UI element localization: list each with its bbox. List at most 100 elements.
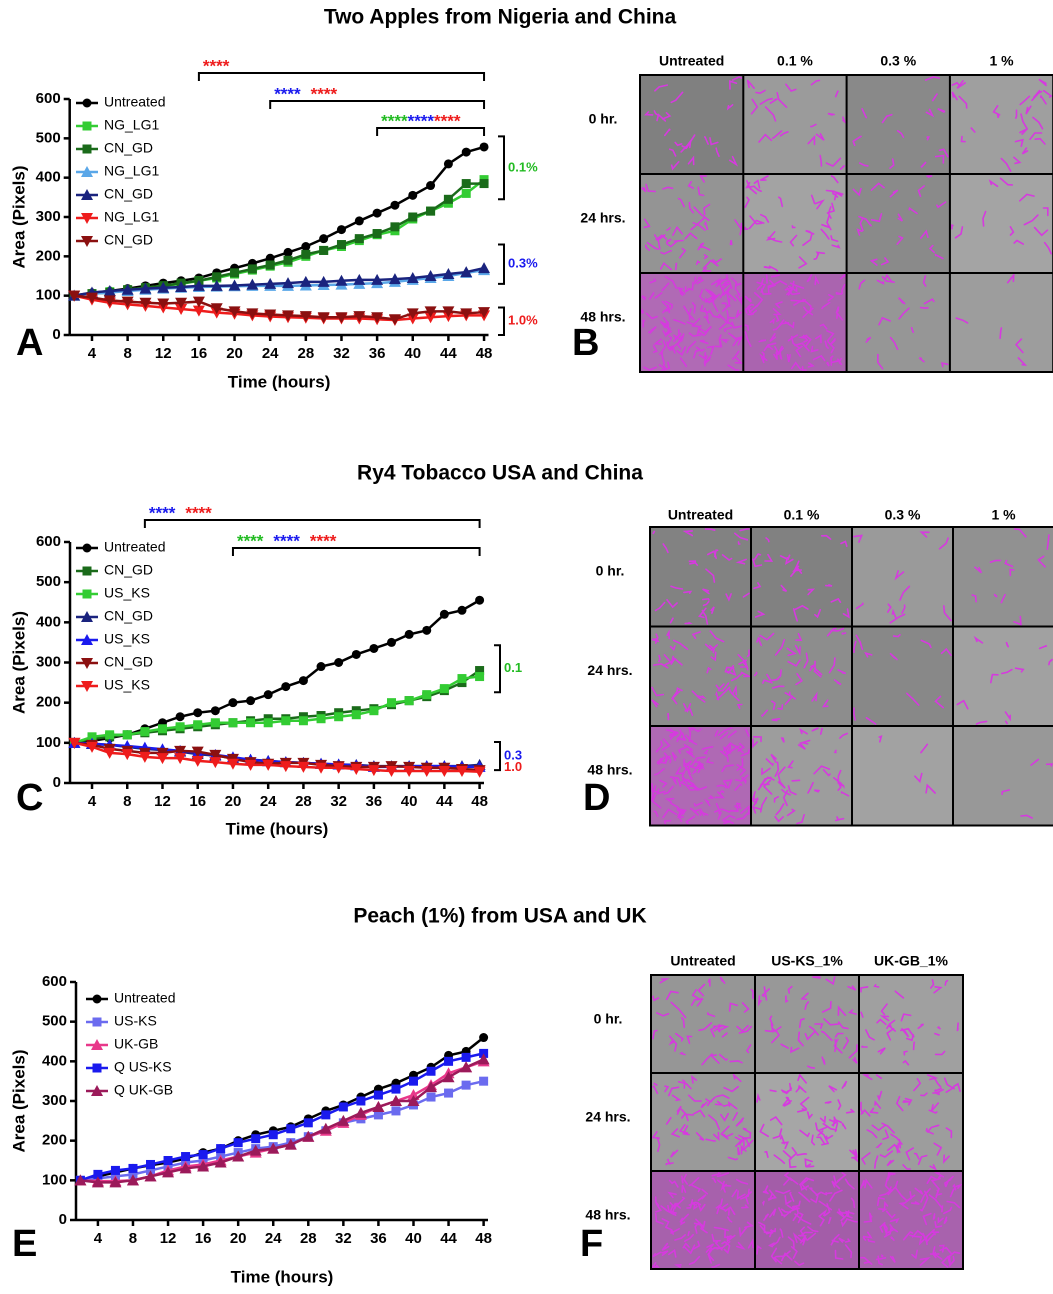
data-point	[439, 684, 449, 694]
x-tick-label: 32	[333, 345, 350, 362]
x-tick-label: 28	[295, 793, 312, 810]
y-tick-label: 500	[36, 129, 61, 146]
legend-marker	[81, 634, 93, 645]
y-tick-label: 500	[36, 573, 61, 590]
side-label: 0.1%	[508, 159, 538, 174]
x-tick-label: 32	[335, 1230, 352, 1247]
data-point	[354, 1106, 367, 1118]
data-point	[110, 1165, 120, 1175]
x-tick-label: 44	[440, 1230, 457, 1247]
data-point	[388, 273, 401, 285]
legend-marker	[92, 1063, 102, 1073]
data-point	[461, 1052, 471, 1062]
data-point	[404, 629, 414, 639]
legend-marker	[82, 543, 92, 553]
data-point	[299, 311, 312, 323]
data-point	[209, 757, 222, 769]
data-point	[175, 722, 185, 732]
data-point	[408, 190, 418, 200]
data-point	[317, 275, 330, 287]
data-point	[473, 766, 486, 778]
column-label: US-KS_1%	[771, 953, 843, 969]
data-point	[406, 308, 419, 320]
data-point	[157, 724, 167, 734]
data-point	[281, 682, 291, 692]
data-point	[175, 304, 188, 316]
x-tick-label: 40	[401, 793, 418, 810]
significance-bracket	[269, 100, 486, 109]
cells	[652, 528, 750, 625]
cells	[1001, 758, 1053, 819]
significance-stars: ****	[273, 531, 300, 550]
micrograph	[640, 75, 744, 174]
data-point	[247, 264, 257, 274]
data-point	[175, 297, 188, 309]
x-tick-label: 8	[123, 345, 131, 362]
data-point	[353, 311, 366, 323]
column-label: 0.3 %	[885, 507, 921, 523]
cell-confluence	[859, 1171, 963, 1269]
data-point	[426, 206, 436, 216]
column-label: Untreated	[659, 53, 724, 69]
data-point	[460, 266, 473, 278]
data-point	[263, 718, 273, 728]
x-axis-label: Time (hours)	[231, 1267, 334, 1286]
data-point	[319, 234, 329, 244]
data-point	[191, 755, 204, 767]
row-label: 24 hrs.	[587, 662, 632, 678]
data-point	[192, 296, 205, 308]
data-point	[334, 712, 344, 722]
data-point	[334, 658, 344, 667]
data-point	[461, 179, 471, 189]
data-point	[388, 314, 401, 326]
data-point	[475, 672, 485, 682]
chart-title: Two Apples from Nigeria and China	[324, 6, 677, 29]
x-tick-label: 48	[475, 1230, 492, 1247]
x-tick-label: 20	[230, 1230, 247, 1247]
x-tick-label: 36	[369, 345, 386, 362]
data-point	[128, 1163, 138, 1173]
data-point	[301, 242, 311, 251]
micrograph	[743, 75, 847, 174]
legend-marker	[82, 144, 92, 154]
legend-marker	[81, 213, 93, 224]
data-point	[246, 278, 259, 290]
x-tick-label: 24	[262, 345, 279, 362]
data-point	[315, 762, 328, 774]
data-point	[373, 1090, 383, 1100]
data-point	[403, 765, 416, 777]
cells	[753, 627, 847, 722]
micrograph	[650, 626, 751, 726]
side-bracket	[494, 741, 501, 772]
legend-marker	[82, 98, 92, 108]
data-point	[105, 730, 115, 740]
data-point	[335, 274, 348, 286]
panel-letter: D	[583, 777, 610, 819]
column-label: Untreated	[668, 507, 733, 523]
data-point	[283, 247, 293, 257]
micrograph	[755, 975, 859, 1073]
series-line	[73, 294, 485, 322]
column-label: 0.3 %	[880, 53, 916, 69]
data-point	[369, 706, 379, 716]
panel-letter: A	[16, 322, 43, 364]
data-point	[249, 1144, 262, 1156]
side-bracket	[494, 644, 501, 694]
cells	[860, 1074, 961, 1171]
data-point	[174, 753, 187, 765]
significance-stars: ****	[434, 111, 461, 130]
data-point	[408, 212, 418, 222]
cells	[651, 629, 753, 721]
data-point	[350, 763, 363, 775]
data-point	[103, 295, 116, 307]
data-point	[367, 765, 380, 777]
data-point	[391, 1084, 401, 1094]
data-point	[317, 312, 330, 324]
x-tick-label: 16	[195, 1230, 212, 1247]
micrograph	[949, 75, 1053, 174]
data-point	[264, 277, 277, 289]
x-axis-label: Time (hours)	[226, 819, 329, 838]
significance-stars: ****	[408, 111, 435, 130]
data-point	[103, 747, 116, 759]
x-tick-label: 44	[440, 345, 457, 362]
